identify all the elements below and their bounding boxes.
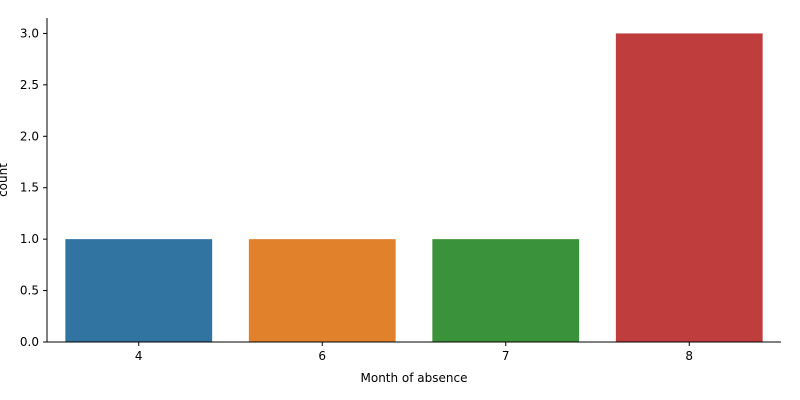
x-tick-label: 4 (135, 349, 143, 363)
y-tick-label: 2.0 (20, 129, 39, 143)
y-axis-title: count (0, 163, 10, 197)
y-tick-label: 1.0 (20, 232, 39, 246)
bar-8 (615, 33, 763, 343)
y-tick-label: 0.0 (20, 335, 39, 349)
x-tick-label: 6 (318, 349, 326, 363)
y-tick-label: 1.5 (20, 181, 39, 195)
y-tick-label: 0.5 (20, 284, 39, 298)
x-axis-title: Month of absence (361, 371, 468, 385)
y-tick-label: 3.0 (20, 26, 39, 40)
bar-6 (248, 239, 396, 342)
bars-layer (65, 33, 763, 343)
ticks-layer: 4 6 7 8 0.0 0.5 1.0 1.5 2.0 2.5 3.0 (20, 26, 693, 363)
x-tick-label: 7 (502, 349, 510, 363)
bar-7 (432, 239, 580, 342)
bar-4 (65, 239, 213, 342)
x-tick-label: 8 (685, 349, 693, 363)
y-tick-label: 2.5 (20, 78, 39, 92)
